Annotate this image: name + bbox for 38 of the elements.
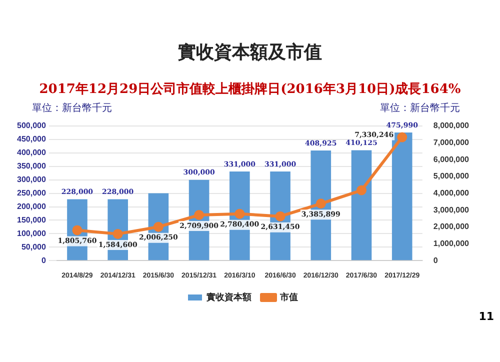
y-tick-label: 250,000 bbox=[16, 188, 46, 198]
bar bbox=[351, 150, 372, 260]
y-tick-label: 200,000 bbox=[16, 202, 46, 211]
legend-label: 市值 bbox=[279, 292, 298, 302]
y-tick-label: 100,000 bbox=[16, 228, 46, 238]
legend-label: 實收資本額 bbox=[206, 292, 252, 302]
point bbox=[275, 211, 286, 222]
y-tick-label: 400,000 bbox=[16, 148, 46, 158]
y-tick-label: 150,000 bbox=[16, 215, 46, 224]
point bbox=[234, 208, 245, 219]
y2-tick-label: 4,000,000 bbox=[433, 188, 470, 198]
point bbox=[153, 222, 164, 232]
point bbox=[194, 210, 204, 220]
point bbox=[397, 132, 408, 142]
y2-tick-label: 0 bbox=[433, 256, 438, 265]
y2-tick-label: 6,000,000 bbox=[433, 154, 470, 164]
y2-tick-label: 8,000,000 bbox=[433, 121, 470, 130]
point bbox=[72, 225, 82, 236]
y2-tick-label: 7,000,000 bbox=[433, 138, 470, 148]
y2-tick-label: 1,000,000 bbox=[433, 238, 470, 248]
y-tick-label: 450,000 bbox=[16, 134, 46, 144]
y-tick-label: 50,000 bbox=[21, 242, 46, 252]
point bbox=[112, 228, 123, 239]
y2-tick-label: 3,000,000 bbox=[433, 205, 470, 214]
point bbox=[316, 198, 326, 209]
y2-axis-title: 單位：新台幣千元 bbox=[380, 102, 460, 115]
y2-tick-label: 5,000,000 bbox=[433, 172, 470, 181]
chart-title: 實收資本額及市值 bbox=[177, 41, 323, 64]
y-axis-title: 單位：新台幣千元 bbox=[32, 102, 112, 115]
text: 11 bbox=[478, 310, 494, 323]
chart-subtitle: 2017年12月29日公司市值較上櫃掛牌日(2016年3月10日)成長164% bbox=[38, 80, 462, 98]
y2-tick-label: 2,000,000 bbox=[433, 222, 470, 232]
bar bbox=[392, 132, 412, 260]
y-tick-label: 500,000 bbox=[16, 121, 46, 130]
y-tick-label: 300,000 bbox=[16, 175, 46, 184]
y-tick-label: 0 bbox=[41, 256, 46, 265]
y-tick-label: 350,000 bbox=[16, 162, 46, 171]
point bbox=[356, 185, 366, 196]
